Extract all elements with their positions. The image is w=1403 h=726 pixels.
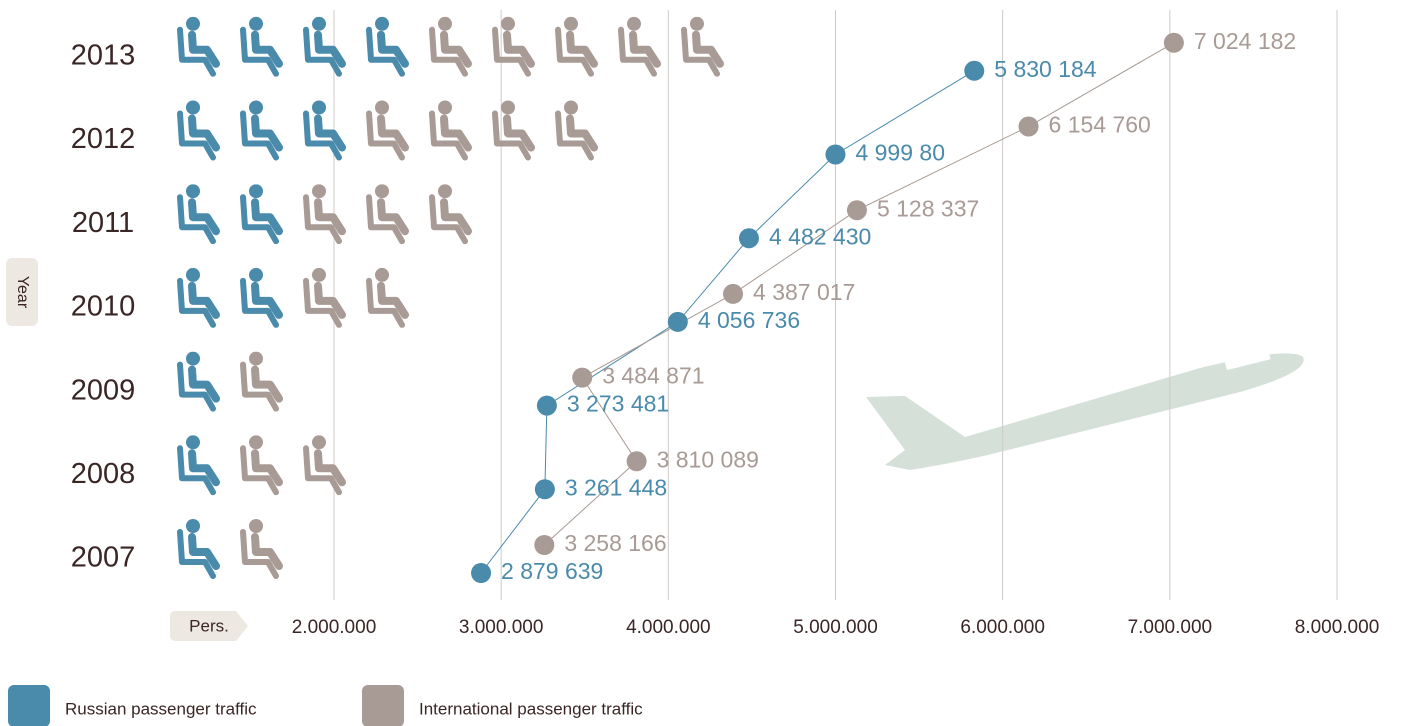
- data-label: 3 484 871: [602, 363, 704, 389]
- seat-icon: [306, 436, 342, 493]
- seat-icon: [243, 101, 279, 158]
- seat-icon: [369, 185, 405, 242]
- seat-icon: [243, 268, 279, 325]
- seat-icon: [621, 17, 657, 74]
- airplane-illustration: [866, 353, 1304, 470]
- airplane-window: [1224, 349, 1271, 371]
- y-category-label: 2012: [71, 123, 136, 155]
- data-label: 3 810 089: [657, 446, 759, 472]
- x-tick-label: 5.000.000: [793, 617, 878, 638]
- y-axis-tag: Year: [6, 258, 38, 326]
- y-category-label: 2007: [71, 542, 136, 574]
- data-point: [1163, 32, 1184, 53]
- seat-icon: [306, 268, 342, 325]
- data-label: 4 482 430: [769, 223, 871, 249]
- seat-icon: [558, 17, 594, 74]
- seat-icon: [684, 17, 720, 74]
- seat-icon: [432, 101, 468, 158]
- seat-icon: [180, 352, 216, 409]
- data-label: 5 830 184: [994, 56, 1097, 82]
- seat-icon: [495, 17, 531, 74]
- x-axis-label: Pers.: [189, 616, 229, 635]
- seat-icon: [369, 101, 405, 158]
- seat-icon: [306, 101, 342, 158]
- data-point: [626, 451, 647, 472]
- x-tick-label: 7.000.000: [1128, 617, 1213, 638]
- data-label: 4 387 017: [753, 279, 855, 305]
- y-category-label: 2011: [72, 207, 134, 239]
- legend-swatch: [362, 685, 404, 726]
- tag-box: [170, 611, 248, 641]
- seat-icon: [558, 101, 594, 158]
- x-tick-label: 6.000.000: [960, 617, 1045, 638]
- seat-icon: [369, 268, 405, 325]
- data-point: [534, 535, 555, 555]
- data-point: [667, 311, 688, 332]
- x-tick-label: 4.000.000: [626, 617, 711, 638]
- legend-label: International passenger traffic: [419, 699, 643, 718]
- data-label: 4 999 80: [855, 140, 945, 166]
- seat-icon: [243, 352, 279, 409]
- y-axis-label: Year: [14, 276, 31, 309]
- seat-icon: [306, 17, 342, 74]
- y-category-label: 2008: [71, 458, 136, 490]
- x-tick-label: 3.000.000: [459, 617, 544, 638]
- y-category-label: 2013: [71, 39, 136, 71]
- data-point: [1018, 116, 1039, 137]
- tag-box: [6, 258, 38, 326]
- data-label: 3 273 481: [567, 391, 669, 417]
- data-point: [846, 200, 867, 221]
- data-point: [723, 283, 744, 304]
- seat-icon: [180, 436, 216, 493]
- legend-swatch: [8, 685, 50, 726]
- seat-icon: [180, 17, 216, 74]
- seat-icon: [243, 436, 279, 493]
- data-label: 2 879 639: [501, 558, 603, 584]
- seat-icon: [243, 520, 279, 577]
- y-category-label: 2010: [71, 291, 136, 323]
- data-label: 6 154 760: [1049, 112, 1151, 138]
- seat-icon: [306, 185, 342, 242]
- x-tick-label: 8.000.000: [1295, 617, 1380, 638]
- data-point: [738, 228, 759, 249]
- seat-icon: [180, 101, 216, 158]
- data-point: [536, 395, 557, 416]
- x-tick-label: 2.000.000: [292, 617, 377, 638]
- seat-icon: [432, 185, 468, 242]
- seat-icon: [495, 101, 531, 158]
- seat-icon: [180, 185, 216, 242]
- data-label: 3 258 166: [564, 530, 666, 556]
- data-label: 4 056 736: [698, 307, 800, 333]
- y-category-label: 2009: [71, 374, 136, 406]
- data-label: 5 128 337: [877, 195, 979, 221]
- data-point: [471, 563, 492, 583]
- data-point: [964, 60, 985, 81]
- seat-icon: [243, 17, 279, 74]
- legend-label: Russian passenger traffic: [65, 699, 257, 718]
- x-axis-tag: Pers.: [170, 611, 248, 641]
- data-point: [534, 479, 555, 500]
- seat-icon: [243, 185, 279, 242]
- seat-icon: [180, 520, 216, 577]
- data-point: [572, 367, 593, 388]
- seat-icon: [369, 17, 405, 74]
- seat-icon: [180, 268, 216, 325]
- seat-icon: [432, 17, 468, 74]
- data-label: 7 024 182: [1194, 28, 1296, 54]
- data-point: [825, 144, 846, 165]
- data-label: 3 261 448: [565, 474, 667, 500]
